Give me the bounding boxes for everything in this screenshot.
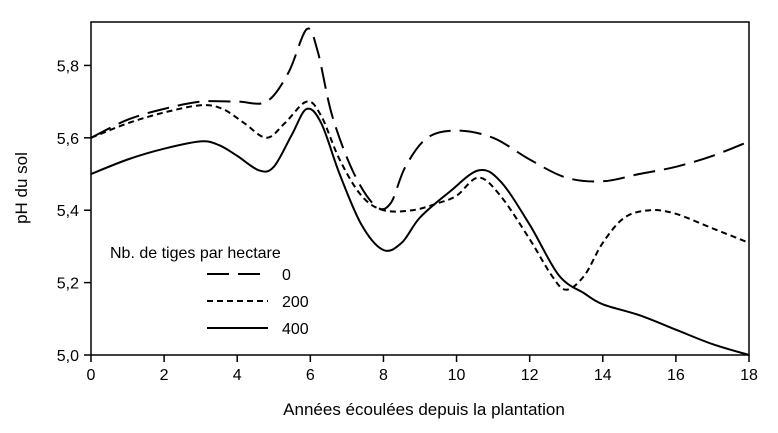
x-axis: 0 2 4 6 8 10 12 14 16 18 — [87, 355, 758, 384]
x-tick-label: 6 — [306, 367, 315, 384]
x-tick-label: 2 — [160, 367, 169, 384]
x-tick-label: 10 — [448, 367, 466, 384]
x-tick-label: 12 — [521, 367, 539, 384]
x-tick-label: 8 — [379, 367, 388, 384]
series-line-0 — [90, 27, 750, 211]
x-tick-label: 4 — [233, 367, 242, 384]
y-axis-title: pH du sol — [12, 152, 31, 224]
legend-label-0: 0 — [282, 267, 291, 284]
series-line-400 — [90, 107, 750, 356]
legend-title: Nb. de tiges par hectare — [110, 245, 281, 262]
x-tick-label: 16 — [667, 367, 685, 384]
legend: Nb. de tiges par hectare 0 200 400 — [110, 245, 309, 338]
x-tick-label: 0 — [87, 367, 96, 384]
series-layer — [90, 27, 750, 356]
legend-label-400: 400 — [282, 321, 309, 338]
y-tick-label: 5,6 — [57, 131, 79, 148]
y-tick-label: 5,0 — [57, 348, 79, 365]
plot-frame — [90, 21, 750, 356]
y-tick-label: 5,2 — [57, 276, 79, 293]
x-tick-label: 18 — [740, 367, 758, 384]
x-axis-title: Années écoulées depuis la plantation — [283, 400, 565, 419]
y-axis: 5,0 5,2 5,4 5,6 5,8 — [57, 58, 91, 365]
y-tick-label: 5,4 — [57, 203, 79, 220]
y-tick-label: 5,8 — [57, 58, 79, 75]
series-line-200 — [90, 100, 750, 291]
legend-label-200: 200 — [282, 294, 309, 311]
x-tick-label: 14 — [594, 367, 612, 384]
